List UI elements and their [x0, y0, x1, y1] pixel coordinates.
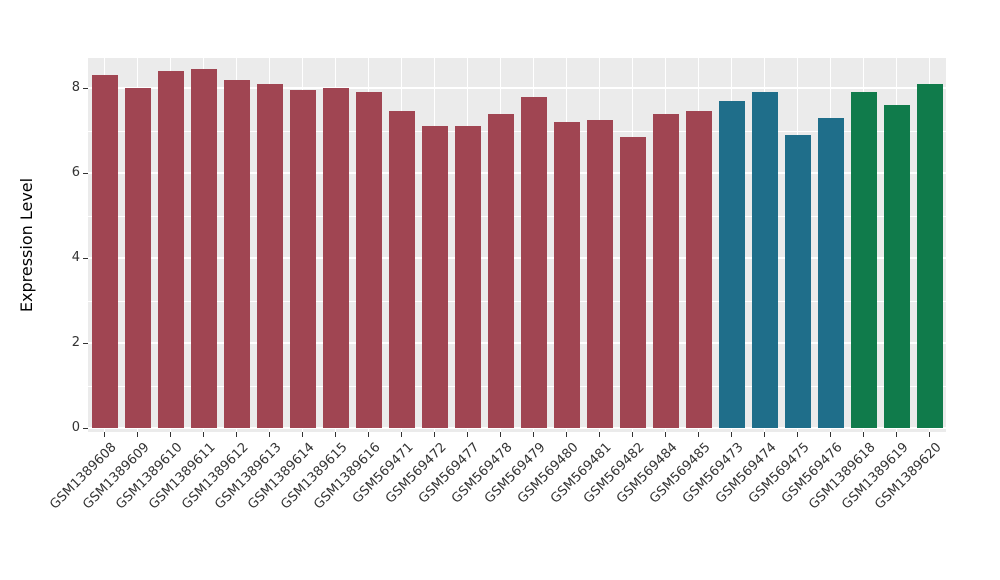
minor-gridline: [88, 385, 946, 387]
tick-mark: [434, 432, 435, 437]
bar-GSM1389612: [223, 79, 250, 428]
tick-mark: [533, 432, 534, 437]
tick-mark: [83, 173, 88, 174]
tick-mark: [797, 432, 798, 437]
bar-GSM569481: [586, 119, 613, 428]
bar-GSM569472: [421, 126, 448, 428]
tick-mark: [731, 432, 732, 437]
tick-mark: [500, 432, 501, 437]
tick-mark: [467, 432, 468, 437]
tick-mark: [830, 432, 831, 437]
bar-GSM569475: [784, 134, 811, 428]
bar-GSM569474: [751, 92, 778, 428]
tick-mark: [335, 432, 336, 437]
bar-GSM569477: [454, 126, 481, 428]
tick-mark: [302, 432, 303, 437]
major-gridline: [88, 342, 946, 344]
bar-GSM569478: [487, 113, 514, 428]
bar-GSM569482: [619, 136, 646, 428]
y-tick-label: 8: [71, 80, 80, 95]
tick-mark: [203, 432, 204, 437]
bar-GSM569485: [685, 111, 712, 428]
major-gridline: [88, 87, 946, 89]
y-tick-label: 0: [71, 420, 80, 435]
tick-mark: [401, 432, 402, 437]
bar-GSM1389619: [883, 105, 910, 428]
bar-GSM1389608: [91, 75, 118, 428]
tick-mark: [137, 432, 138, 437]
tick-mark: [632, 432, 633, 437]
y-tick-label: 2: [71, 335, 80, 350]
tick-mark: [83, 343, 88, 344]
bar-GSM569480: [553, 122, 580, 428]
tick-mark: [566, 432, 567, 437]
bar-GSM1389610: [157, 71, 184, 428]
tick-mark: [863, 432, 864, 437]
minor-gridline: [88, 300, 946, 302]
bar-GSM1389611: [190, 68, 217, 428]
bar-GSM1389620: [916, 83, 943, 428]
bar-GSM1389618: [850, 92, 877, 428]
tick-mark: [665, 432, 666, 437]
bar-GSM1389615: [322, 88, 349, 428]
bar-GSM1389613: [256, 83, 283, 428]
tick-mark: [83, 258, 88, 259]
bar-GSM1389609: [124, 88, 151, 428]
tick-mark: [236, 432, 237, 437]
bar-GSM569479: [520, 96, 547, 428]
minor-gridline: [88, 215, 946, 217]
tick-mark: [83, 88, 88, 89]
minor-gridline: [88, 130, 946, 132]
major-gridline: [88, 172, 946, 174]
bar-GSM569476: [817, 117, 844, 428]
major-gridline: [88, 427, 946, 429]
tick-mark: [896, 432, 897, 437]
plot-panel: [88, 58, 946, 432]
tick-mark: [170, 432, 171, 437]
tick-mark: [83, 428, 88, 429]
tick-mark: [929, 432, 930, 437]
y-tick-label: 4: [71, 250, 80, 265]
tick-mark: [269, 432, 270, 437]
major-gridline: [88, 257, 946, 259]
tick-mark: [764, 432, 765, 437]
bar-GSM569471: [388, 111, 415, 428]
bar-GSM1389616: [355, 92, 382, 428]
tick-mark: [698, 432, 699, 437]
tick-mark: [599, 432, 600, 437]
tick-mark: [368, 432, 369, 437]
bar-GSM1389614: [289, 90, 316, 428]
y-tick-label: 6: [71, 165, 80, 180]
tick-mark: [104, 432, 105, 437]
bar-GSM569473: [718, 100, 745, 428]
y-axis-title: Expression Level: [17, 177, 36, 313]
bar-GSM569484: [652, 113, 679, 428]
